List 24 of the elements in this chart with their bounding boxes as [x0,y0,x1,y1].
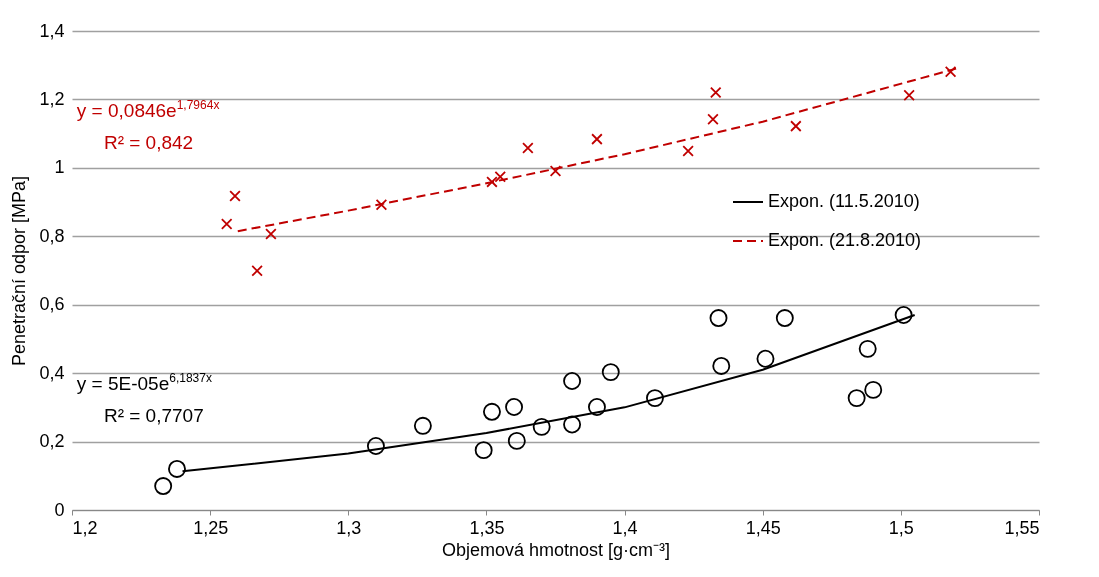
x-axis-title: Objemová hmotnost [g·cm⁻³] [441,539,671,560]
x-tick-label: 1,3 [336,517,362,538]
x-tick-label: 1,55 [1004,517,1040,538]
y-tick-label: 1,4 [39,20,65,41]
y-axis-title: Penetrační odpor [MPa] [9,175,30,367]
annotation: R² = 0,7707 [103,405,204,428]
x-tick-label: 1,45 [745,517,781,538]
y-tick-label: 0,8 [39,225,65,246]
x-tick-label: 1,5 [888,517,914,538]
x-tick-label: 1,4 [612,517,638,538]
y-tick-label: 0,4 [39,362,65,383]
legend-label: Expon. (21.8.2010) [768,230,922,250]
y-tick-label: 0,2 [39,431,65,452]
annotation: R² = 0,842 [103,132,194,155]
y-tick-label: 1 [54,157,65,178]
x-tick-label: 1,25 [193,517,229,538]
annotation: y = 5E-05e$^{6,1837x}$ [76,370,212,395]
x-tick-label: 1,35 [469,517,505,538]
annotation: y = 0,0846e$^{1,7964x}$ [76,97,220,122]
y-tick-label: 1,2 [39,88,65,109]
y-tick-label: 0,6 [39,294,65,315]
x-tick-label: 1,2 [72,517,98,538]
legend-label: Expon. (11.5.2010) [768,191,920,211]
y-tick-label: 0 [54,499,65,520]
